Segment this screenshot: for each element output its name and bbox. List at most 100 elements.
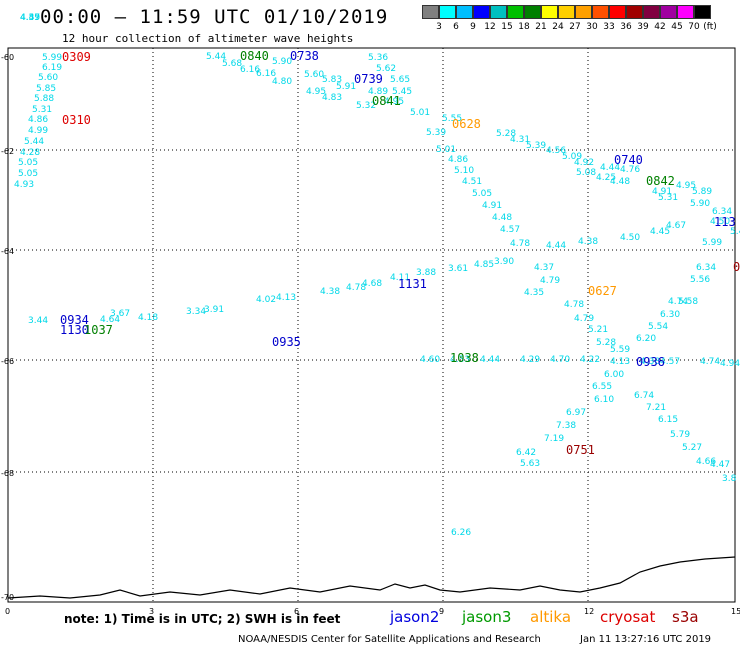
swh-value: 5.01: [410, 108, 430, 118]
swh-value: 5.56: [690, 275, 710, 285]
figure-title: 00:00 – 11:59 UTC 01/10/2019: [40, 6, 389, 28]
swh-value: 4.38: [578, 237, 598, 247]
colorbar-swatch: [456, 5, 473, 19]
swh-value: 5.09: [562, 152, 582, 162]
swh-value: 4.37: [534, 263, 554, 273]
swh-value: 3.91: [204, 305, 224, 315]
pass-time-label: 0935: [272, 335, 301, 349]
swh-value: 4.11: [390, 273, 410, 283]
swh-value: 4.67: [666, 221, 686, 231]
colorbar-swatch: [575, 5, 592, 19]
swh-value: 4.79: [540, 276, 560, 286]
lat-label: -64: [1, 247, 14, 256]
colorbar-tick-label: 3: [436, 22, 442, 32]
swh-value: 4.78: [564, 300, 584, 310]
colorbar-tick-label: 33: [603, 22, 615, 32]
swh-value: 4.38: [640, 357, 660, 367]
swh-value: 5.39: [526, 141, 546, 151]
swh-value: 5.68: [222, 59, 242, 69]
legend-jason2: jason2: [390, 608, 440, 626]
legend-cryosat: cryosat: [600, 608, 656, 626]
swh-value: 6.34: [712, 207, 732, 217]
colorbar-swatch: [490, 5, 507, 19]
swh-value: 4.35: [524, 288, 544, 298]
colorbar-swatch: [592, 5, 609, 19]
swh-value: 4.85: [474, 260, 494, 270]
swh-value: 6.19: [42, 63, 62, 73]
colorbar-swatch: [507, 5, 524, 19]
swh-value: 4.95: [676, 181, 696, 191]
pass-time-label: 1131: [398, 277, 427, 291]
credit-line: NOAA/NESDIS Center for Satellite Applica…: [238, 634, 541, 645]
swh-value: 5.83: [322, 75, 342, 85]
swh-value: 5.60: [304, 70, 324, 80]
swh-value: 4.48: [610, 177, 630, 187]
swh-value: 4.57: [500, 225, 520, 235]
swh-value: 6.74: [634, 391, 654, 401]
swh-value: 5.99: [702, 238, 722, 248]
legend-altika: altika: [530, 608, 572, 626]
swh-value: 5.54: [648, 322, 668, 332]
pass-time-label: 0: [733, 260, 740, 274]
swh-value: 4.86: [448, 155, 468, 165]
legend-jason3: jason3: [462, 608, 512, 626]
swh-value: 5.90: [690, 199, 710, 209]
swh-value: 3.88: [416, 268, 436, 278]
colorbar-tick-label: 24: [552, 22, 564, 32]
lon-label: 3: [149, 607, 154, 616]
pass-time-label: 0936: [636, 355, 665, 369]
swh-value: 4.44: [480, 355, 500, 365]
swh-value: 5.55: [442, 114, 462, 124]
swh-value: 5.31: [658, 193, 678, 203]
pass-time-label: 1130: [60, 323, 89, 337]
colorbar-tick-label: 27: [569, 22, 581, 32]
swh-value: 4.95: [306, 87, 326, 97]
swh-value: 5.45: [392, 87, 412, 97]
pass-time-label: 0627: [588, 284, 617, 298]
swh-value: 5.43: [730, 227, 740, 237]
colorbar-swatch: [439, 5, 456, 19]
colorbar-swatch: [541, 5, 558, 19]
swh-value: 5.28: [496, 129, 516, 139]
swh-value: 4.57: [660, 357, 680, 367]
swh-track-values: 5.996.195.605.855.885.314.864.995.444.28…: [14, 13, 740, 538]
swh-value: 4.29: [520, 355, 540, 365]
lon-label: 15: [731, 607, 740, 616]
colorbar-tick-label: 15: [501, 22, 513, 32]
swh-value: 6.20: [636, 334, 656, 344]
swh-value: 4.45: [650, 227, 670, 237]
swh-value: 5.65: [390, 75, 410, 85]
swh-value: 5.59: [610, 345, 630, 355]
swh-value: 5.44: [206, 52, 226, 62]
pass-time-label: 0310: [62, 113, 91, 127]
pass-time-label: 0309: [62, 50, 91, 64]
swh-value: 6.16: [240, 65, 260, 75]
swh-value: 5.28: [596, 338, 616, 348]
swh-value: 4.74: [700, 357, 720, 367]
colorbar-tick-label: 9: [470, 22, 476, 32]
swh-value: 4.59: [20, 13, 40, 23]
pass-time-label: 0738: [290, 49, 319, 63]
lat-label: -62: [1, 147, 14, 156]
pass-time-label: 0934: [60, 313, 89, 327]
timestamp: Jan 11 13:27:16 UTC 2019: [580, 634, 712, 645]
swh-value: 4.13: [276, 293, 296, 303]
swh-value: 4.35: [20, 13, 40, 23]
swh-value: 4.95: [384, 97, 404, 107]
swh-value: 3.8: [722, 474, 737, 484]
swh-value: 5.90: [272, 57, 292, 67]
swh-value: 4.51: [462, 177, 482, 187]
pass-time-label: 0840: [240, 49, 269, 63]
swh-value: 5.08: [576, 168, 596, 178]
colorbar-swatch: [558, 5, 575, 19]
swh-value: 4.50: [710, 217, 730, 227]
swh-value: 4.78: [346, 283, 366, 293]
swh-value: 5.58: [678, 297, 698, 307]
swh-value: 5.05: [18, 169, 38, 179]
swh-value: 7.38: [556, 421, 576, 431]
swh-value: 5.31: [32, 105, 52, 115]
swh-value: 5.27: [682, 443, 702, 453]
